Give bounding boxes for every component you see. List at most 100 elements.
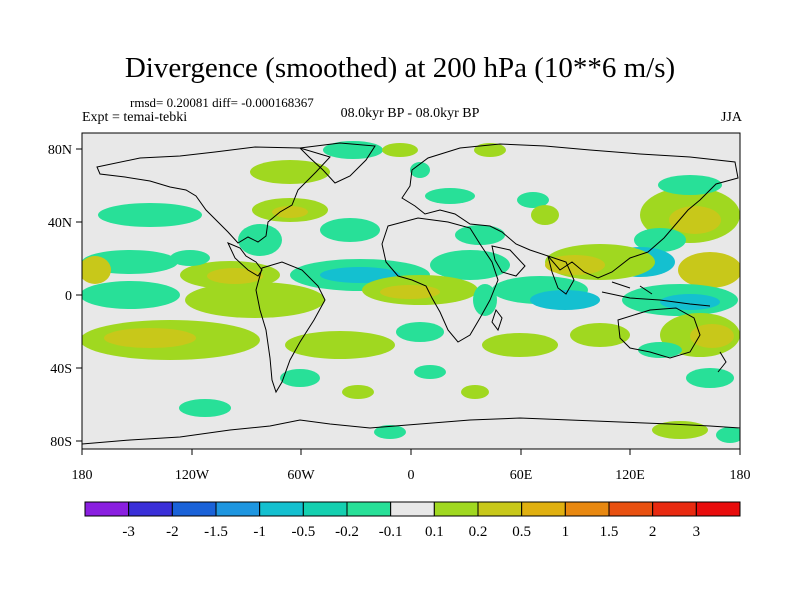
maritime-continent-coast (601, 281, 711, 307)
region-negative (425, 188, 475, 204)
colorbar-label: -1 (253, 524, 266, 540)
region-negative (716, 427, 740, 443)
colorbar-swatch (564, 501, 610, 517)
europe-asia-coast (401, 143, 739, 279)
y-tick-label: 40S (50, 362, 72, 377)
colorbar-swatch (652, 501, 697, 517)
x-tick-label: 0 (408, 468, 415, 483)
region-negative (414, 365, 446, 379)
season-label: JJA (720, 110, 742, 125)
colorbar-label: -2 (166, 524, 179, 540)
region-negative (517, 192, 549, 208)
x-tick-label: 180 (730, 468, 751, 483)
colorbar-label: 1.5 (600, 524, 619, 540)
south-america-coast (255, 261, 326, 394)
region-positive (570, 323, 630, 347)
region-positive (678, 252, 740, 288)
x-tick-label: 60W (287, 468, 315, 483)
colorbar-swatch (346, 501, 392, 517)
antarctica-coast (82, 417, 740, 445)
madagascar-coast (491, 308, 503, 332)
region-positive (382, 143, 418, 157)
colorbar-label: -0.2 (335, 524, 359, 540)
greenland-coast (298, 142, 376, 184)
period-label: 08.0kyr BP - 08.0kyr BP (340, 106, 480, 121)
india-coast (547, 255, 575, 295)
y-tick-label: 80N (48, 143, 72, 158)
colorbar-label: -0.1 (379, 524, 403, 540)
experiment-label: Expt = temai-tebki (82, 110, 188, 125)
region-negative-core (320, 267, 400, 283)
colorbar-swatch (433, 501, 479, 517)
region-negative (634, 228, 686, 252)
region-negative (686, 368, 734, 388)
colorbar-swatch (171, 501, 217, 517)
region-positive-core (207, 268, 263, 284)
y-tick-label: 0 (65, 289, 72, 304)
colorbar-swatch (215, 501, 261, 517)
region-negative (170, 250, 210, 266)
region-negative (396, 322, 444, 342)
colorbar-swatch (695, 501, 741, 517)
central-america-coast (227, 242, 263, 277)
region-negative (179, 399, 231, 417)
colorbar-label: 0.5 (512, 524, 531, 540)
region-positive (250, 160, 330, 184)
colorbar-label: 0.1 (425, 524, 444, 540)
colorbar-swatch (390, 501, 435, 517)
x-tick-label: 60E (510, 468, 533, 483)
region-positive (474, 143, 506, 157)
region-positive-core (690, 324, 734, 348)
region-negative (98, 203, 202, 227)
region-positive (531, 205, 559, 225)
colorbar-swatch (302, 501, 348, 517)
x-tick-label: 180 (72, 468, 93, 483)
colorbar-label: -0.5 (291, 524, 315, 540)
arabia-coast (491, 245, 526, 277)
region-positive (82, 256, 111, 284)
colorbar-label: 3 (693, 524, 701, 540)
region-negative (658, 175, 722, 195)
colorbar-label: 2 (649, 524, 657, 540)
region-negative (455, 225, 505, 245)
x-tick-label: 120W (175, 468, 210, 483)
colorbar-labels: -3 -2 -1.5 -1 -0.5 -0.2 -0.1 0.1 0.2 0.5 1 1.5 2 3 (122, 524, 700, 540)
colorbar (84, 501, 741, 517)
new-zealand-coast (717, 351, 727, 373)
y-tick-label: 80S (50, 435, 72, 450)
region-positive (342, 385, 374, 399)
region-positive-core (380, 285, 440, 299)
colorbar-swatch (84, 501, 130, 517)
map-title: Divergence (smoothed) at 200 hPa (10**6 … (124, 52, 676, 84)
coastlines (82, 142, 740, 445)
region-positive-core (272, 206, 308, 218)
colorbar-swatch (259, 501, 304, 517)
y-tick-label: 40N (48, 216, 72, 231)
region-negative (410, 162, 430, 178)
colorbar-swatch (128, 501, 173, 517)
rmsd-diff-stats: rmsd= 0.20081 diff= -0.000168367 (130, 95, 314, 110)
region-negative (374, 425, 406, 439)
africa-coast (381, 217, 499, 343)
region-positive-core (669, 206, 721, 234)
region-positive-core (104, 328, 196, 348)
region-negative (320, 218, 380, 242)
colorbar-swatch (477, 501, 523, 517)
tick-marks (76, 148, 741, 455)
region-negative-core (530, 290, 600, 310)
colorbar-label: -1.5 (204, 524, 228, 540)
region-negative-core (660, 294, 720, 310)
region-positive (185, 282, 325, 318)
colorbar-label: 1 (562, 524, 570, 540)
x-tick-label: 120E (615, 468, 645, 483)
region-negative (473, 284, 497, 316)
colorbar-swatch (521, 501, 566, 517)
north-america-coast (96, 146, 331, 244)
region-positive (482, 333, 558, 357)
australia-coast (617, 307, 701, 359)
region-negative (430, 250, 510, 280)
region-positive (285, 331, 395, 359)
colorbar-label: 0.2 (469, 524, 488, 540)
region-negative (280, 369, 320, 387)
